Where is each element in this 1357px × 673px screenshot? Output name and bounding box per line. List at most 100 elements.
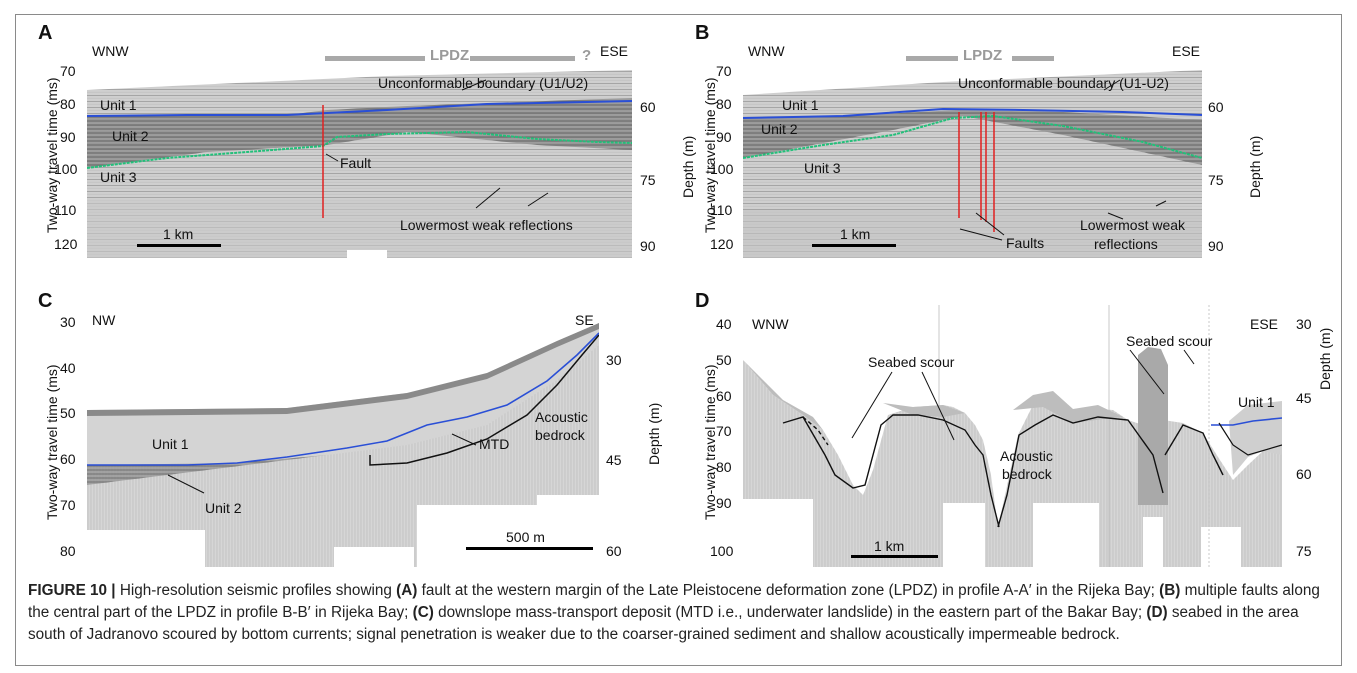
tick-right: 60 xyxy=(1296,466,1312,482)
unit-label: Unit 3 xyxy=(804,160,841,176)
caption-text: seabed in the area south of Jadranovo sc… xyxy=(28,604,1299,643)
bedrock-reflector xyxy=(802,416,829,446)
boundary-label: Unconformable boundary (U1-U2) xyxy=(958,75,1169,91)
scale-label: 1 km xyxy=(874,538,905,554)
tick-left: 80 xyxy=(60,543,76,559)
scale-label: 1 km xyxy=(163,226,194,242)
unit1-base-boundary xyxy=(87,332,599,466)
scale-bar xyxy=(851,555,938,558)
figure-frame xyxy=(15,14,1342,666)
tick-left: 120 xyxy=(710,236,734,252)
tick-right: 30 xyxy=(1296,316,1312,332)
lpdz-bar xyxy=(470,56,575,61)
direction-left: WNW xyxy=(92,43,129,59)
direction-left: WNW xyxy=(752,316,789,332)
panel-ref: (B) xyxy=(1159,582,1181,599)
tick-left: 80 xyxy=(716,459,732,475)
tick-left: 90 xyxy=(716,495,732,511)
direction-left: WNW xyxy=(748,43,785,59)
tick-left: 80 xyxy=(60,96,76,112)
unit-label: Unit 1 xyxy=(100,97,137,113)
scour-sediment xyxy=(1013,391,1123,423)
panel-letter: A xyxy=(38,22,53,44)
tick-left: 90 xyxy=(716,129,732,145)
weak-reflections-label: reflections xyxy=(1094,236,1158,252)
annotation-arrows xyxy=(167,433,477,494)
panel-letter: C xyxy=(38,290,53,312)
tick-left: 110 xyxy=(710,202,733,218)
annotation-arrows xyxy=(851,349,1195,441)
mtd-label: MTD xyxy=(479,436,510,452)
seabed-scour-label: Seabed scour xyxy=(868,354,955,370)
unit-label: Unit 3 xyxy=(100,169,137,185)
unit-label: Unit 2 xyxy=(761,121,798,137)
tick-left: 100 xyxy=(710,161,734,177)
lpdz-bar xyxy=(1012,56,1054,61)
caption-text: fault at the western margin of the Late … xyxy=(417,582,1160,599)
water-column xyxy=(87,305,599,410)
u2-u3-boundary xyxy=(743,114,1202,159)
lpdz-query: ? xyxy=(582,47,592,64)
tick-left: 70 xyxy=(716,423,732,439)
seabed-reflector xyxy=(87,323,599,416)
panel-ref: (C) xyxy=(412,604,434,621)
fault-label: Fault xyxy=(340,155,372,171)
lpdz-label: LPDZ xyxy=(430,47,470,64)
scour-sediment xyxy=(883,403,965,417)
scale-label: 500 m xyxy=(506,529,545,545)
unit-label: Unit 1 xyxy=(152,436,189,452)
tick-left: 40 xyxy=(716,316,732,332)
figure-label: FIGURE 10 | xyxy=(28,582,116,599)
tick-left: 100 xyxy=(710,543,734,559)
panel-letter: D xyxy=(695,290,710,312)
bedrock-label: Acoustic xyxy=(1000,448,1053,464)
direction-left: NW xyxy=(92,312,116,328)
tick-right: 30 xyxy=(606,352,622,368)
boundary-label: Unconformable boundary (U1/U2) xyxy=(378,75,589,91)
direction-right: SE xyxy=(575,312,594,328)
scale-bar xyxy=(812,244,896,247)
direction-right: ESE xyxy=(1172,43,1201,59)
tick-left: 120 xyxy=(54,236,78,252)
scale-label: 1 km xyxy=(840,226,871,242)
annotation-arrows xyxy=(959,79,1167,241)
water-column xyxy=(87,40,632,90)
bedrock-reflector xyxy=(782,414,1000,528)
figure-caption: FIGURE 10 | High-resolution seismic prof… xyxy=(28,580,1333,646)
tick-right: 60 xyxy=(640,99,656,115)
seabed-profile xyxy=(743,360,1282,567)
tick-right: 75 xyxy=(1208,172,1224,188)
tick-right: 75 xyxy=(1296,543,1312,559)
seamount xyxy=(1138,347,1168,505)
bedrock-label: bedrock xyxy=(535,427,585,443)
u2-u3-boundary xyxy=(87,130,632,169)
tick-left: 80 xyxy=(716,96,732,112)
tick-right: 75 xyxy=(640,172,656,188)
tick-left: 40 xyxy=(60,360,76,376)
direction-right: ESE xyxy=(1250,316,1279,332)
lpdz-bar xyxy=(325,56,425,61)
tick-right: 60 xyxy=(1208,99,1224,115)
faults-label: Faults xyxy=(1006,235,1045,251)
tick-left: 110 xyxy=(54,202,77,218)
water-column xyxy=(743,40,1202,95)
tick-left: 100 xyxy=(54,161,78,177)
unit2-fill xyxy=(743,110,1202,165)
tick-right: 90 xyxy=(1208,238,1224,254)
seismic-profile-a xyxy=(87,40,632,258)
tick-left: 70 xyxy=(716,63,732,79)
seismic-profile-b xyxy=(743,40,1202,258)
caption-text: downslope mass-transport deposit (MTD i.… xyxy=(433,604,1147,621)
direction-right: ESE xyxy=(600,43,629,59)
weak-reflections-label: Lowermost weak reflections xyxy=(400,217,573,233)
mtd-base xyxy=(369,334,599,466)
tick-left: 70 xyxy=(60,497,76,513)
panel-ref: (A) xyxy=(396,582,418,599)
annotation-arrows xyxy=(325,79,549,209)
unit-label: Unit 2 xyxy=(205,500,242,516)
u1-u2-boundary xyxy=(743,107,1202,119)
panel-letter: B xyxy=(695,22,710,44)
bedrock-reflector xyxy=(997,414,1164,528)
tick-right: 45 xyxy=(1296,390,1312,406)
lpdz-label: LPDZ xyxy=(963,47,1003,64)
